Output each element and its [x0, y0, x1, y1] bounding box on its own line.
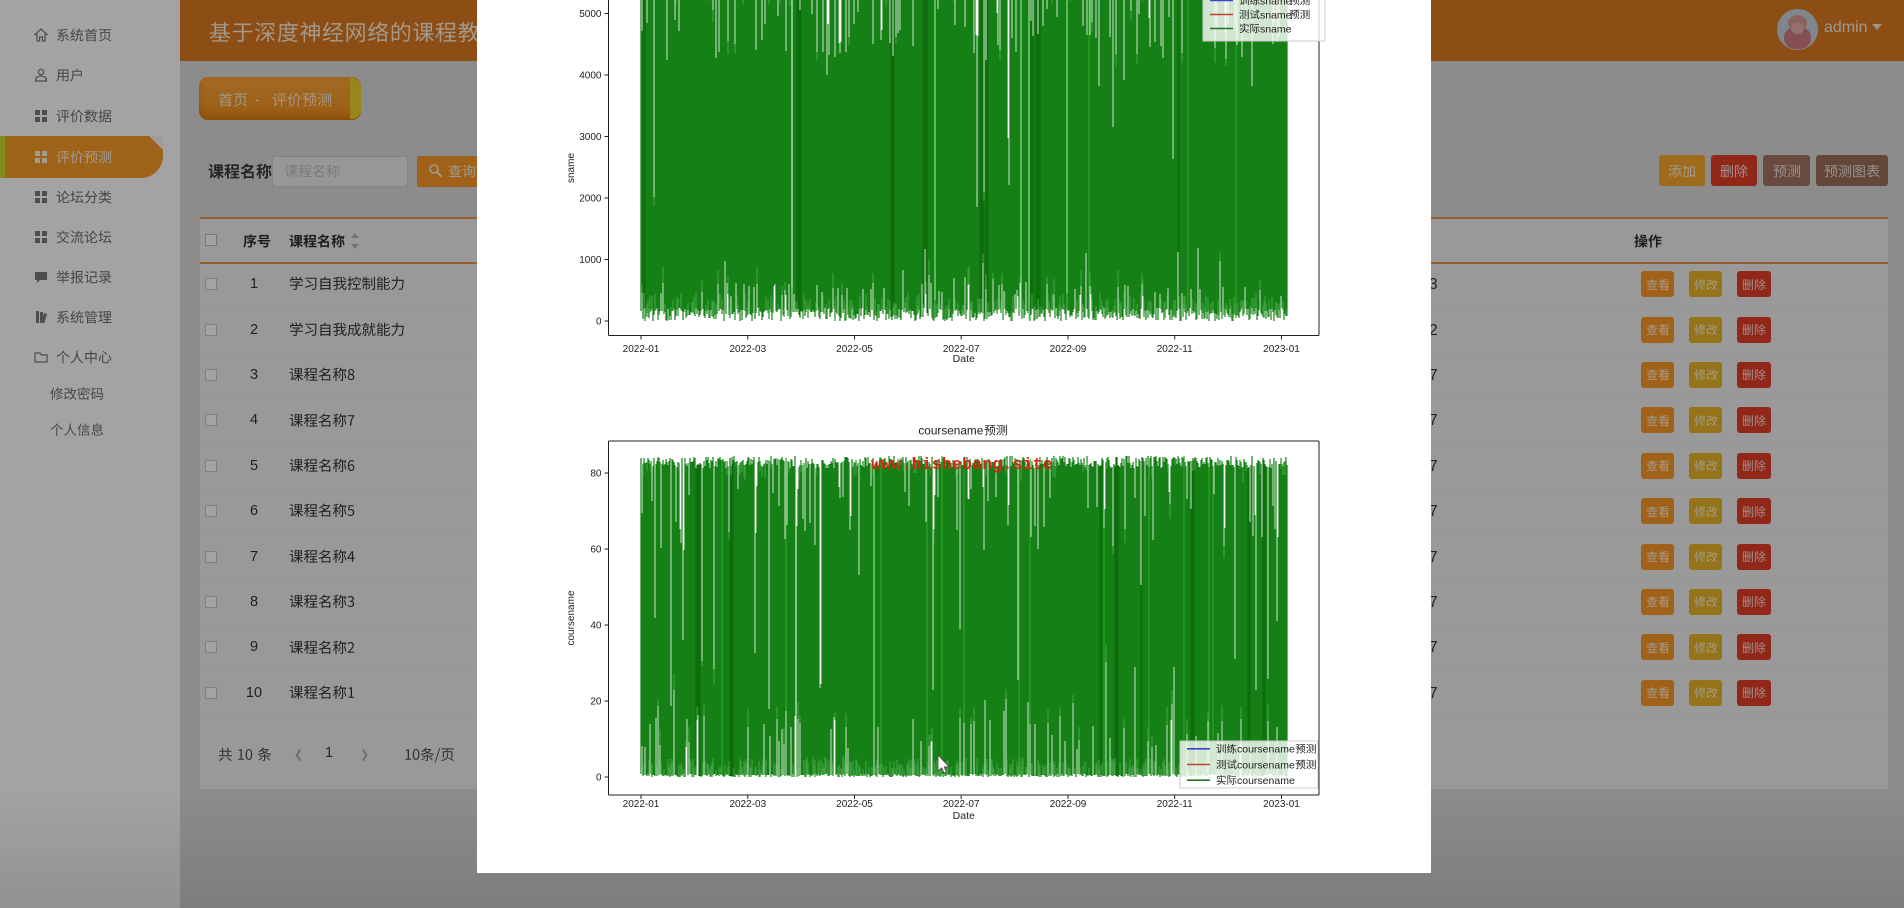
- svg-text:coursename: coursename: [1237, 775, 1295, 787]
- svg-text:4000: 4000: [579, 71, 602, 82]
- svg-text:2022-07: 2022-07: [943, 799, 980, 810]
- svg-text:2022-11: 2022-11: [1157, 799, 1193, 810]
- svg-text:3000: 3000: [579, 132, 602, 143]
- svg-text:1000: 1000: [579, 255, 602, 266]
- svg-text:2022-09: 2022-09: [1050, 799, 1087, 810]
- svg-text:2022-01: 2022-01: [623, 344, 660, 355]
- svg-text:Date: Date: [953, 353, 975, 365]
- svg-text:20: 20: [590, 697, 602, 708]
- svg-text:2022-05: 2022-05: [836, 344, 873, 355]
- svg-text:sname: sname: [1260, 0, 1292, 7]
- svg-text:5000: 5000: [579, 9, 602, 20]
- svg-text:2022-05: 2022-05: [836, 799, 873, 810]
- svg-text:Date: Date: [953, 810, 975, 822]
- svg-text:60: 60: [590, 545, 602, 556]
- svg-text:2022-07: 2022-07: [943, 344, 980, 355]
- svg-text:2022-01: 2022-01: [623, 799, 660, 810]
- svg-text:2023-01: 2023-01: [1263, 344, 1300, 355]
- svg-text:coursename: coursename: [1237, 759, 1295, 771]
- svg-text:sname: sname: [566, 153, 577, 183]
- svg-text:2022-03: 2022-03: [729, 799, 766, 810]
- svg-text:0: 0: [596, 773, 602, 784]
- svg-text:80: 80: [590, 469, 602, 480]
- svg-text:2023-01: 2023-01: [1263, 799, 1300, 810]
- svg-text:2000: 2000: [579, 194, 602, 205]
- svg-text:sname: sname: [1260, 23, 1292, 35]
- svg-text:2022-09: 2022-09: [1050, 344, 1087, 355]
- svg-text:40: 40: [590, 621, 602, 632]
- svg-text:2022-03: 2022-03: [729, 344, 766, 355]
- svg-text:coursename: coursename: [566, 590, 577, 645]
- svg-text:sname: sname: [1260, 9, 1292, 21]
- svg-text:0: 0: [596, 317, 602, 328]
- svg-text:2022-11: 2022-11: [1157, 344, 1193, 355]
- svg-text:coursename: coursename: [918, 424, 983, 438]
- svg-text:coursename: coursename: [1237, 744, 1295, 756]
- svg-text:www.bishebang.site: www.bishebang.site: [871, 455, 1053, 474]
